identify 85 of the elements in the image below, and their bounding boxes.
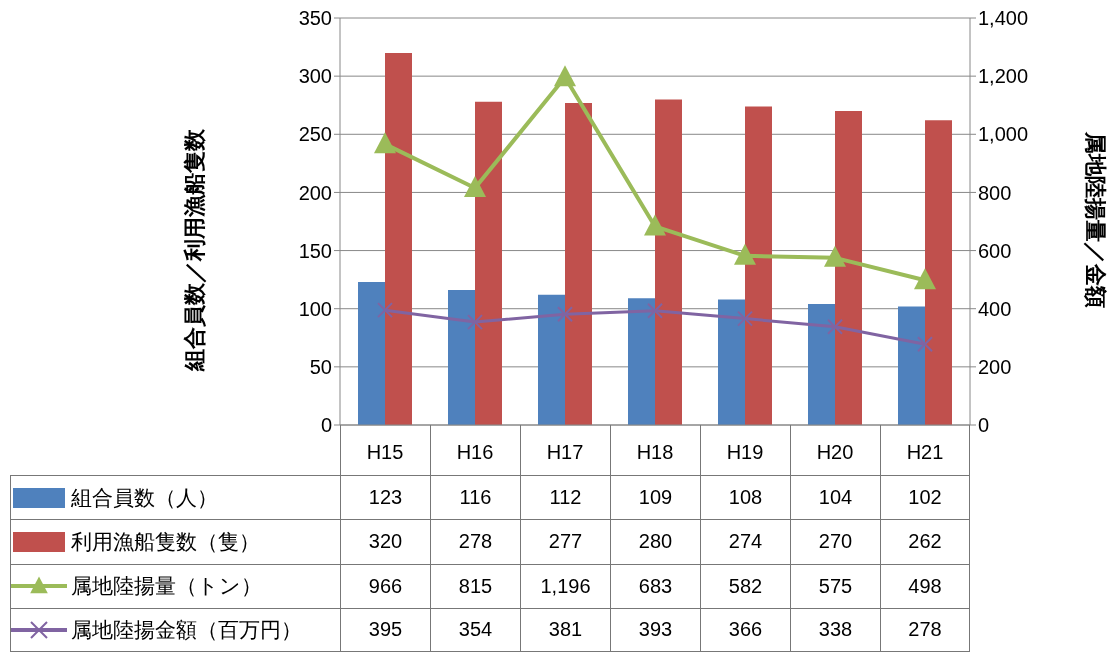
legend-label: 属地陸揚金額（百万円） [71, 616, 302, 643]
x-tick-label: H19 [726, 441, 764, 464]
data-label: 966 [340, 563, 430, 608]
x-tick-label: H17 [546, 441, 584, 464]
point [374, 132, 396, 154]
point [644, 214, 666, 236]
data-label: 123 [340, 475, 430, 520]
x-tick-label: H18 [636, 441, 674, 464]
data-label: 1,196 [520, 563, 610, 608]
data-label: 277 [520, 519, 610, 564]
legend-label: 組合員数（人） [71, 484, 218, 511]
data-label: 683 [610, 563, 700, 608]
data-label: 104 [790, 475, 880, 520]
data-label: 278 [880, 607, 970, 652]
bar [925, 120, 952, 425]
y2-tick-label: 0 [978, 414, 990, 437]
point [464, 176, 486, 198]
bar [745, 106, 772, 425]
y-tick-label: 100 [298, 297, 332, 320]
data-label: 381 [520, 607, 610, 652]
bar [718, 299, 745, 425]
bar [448, 290, 475, 425]
point [737, 310, 753, 327]
x-tick-label: H15 [366, 441, 404, 464]
data-label: 112 [520, 475, 610, 520]
x-tick-label: H21 [906, 441, 944, 464]
bar [358, 281, 385, 425]
data-label: 320 [340, 519, 430, 564]
y-tick-label: 50 [309, 355, 332, 378]
bar [808, 304, 835, 425]
data-label: 395 [340, 607, 430, 652]
data-label: 338 [790, 607, 880, 652]
y2-tick-label: 1,200 [978, 65, 1029, 88]
y2-tick-label: 400 [978, 297, 1012, 320]
bar [385, 52, 412, 425]
data-label: 102 [880, 475, 970, 520]
data-label: 354 [430, 607, 520, 652]
data-label: 393 [610, 607, 700, 652]
y-tick-label: 0 [320, 414, 332, 437]
y-tick-label: 200 [298, 181, 332, 204]
data-label: 815 [430, 563, 520, 608]
y2-axis-title: 属地陸揚量／金額 [1082, 132, 1109, 308]
point [914, 268, 936, 290]
y-tick-label: 350 [298, 7, 332, 30]
data-label: 278 [430, 519, 520, 564]
bar [538, 294, 565, 425]
point [554, 65, 576, 87]
data-label: 575 [790, 563, 880, 608]
point [827, 318, 843, 335]
bar [898, 306, 925, 425]
point [734, 243, 756, 265]
bar [628, 298, 655, 425]
legend-label: 利用漁船隻数（隻） [71, 528, 260, 555]
bar [565, 102, 592, 425]
y2-tick-label: 1,400 [978, 7, 1029, 30]
x-tick-label: H16 [456, 441, 494, 464]
legend-label: 属地陸揚量（トン） [71, 573, 262, 600]
data-label: 116 [430, 475, 520, 520]
y2-tick-label: 200 [978, 355, 1012, 378]
point [917, 336, 933, 353]
y2-tick-label: 800 [978, 181, 1012, 204]
y-tick-label: 250 [298, 123, 332, 146]
point [647, 302, 663, 319]
point [467, 314, 483, 331]
y-axis-title: 組合員数／利用漁船隻数 [181, 129, 208, 371]
y2-tick-label: 600 [978, 239, 1012, 262]
data-label: 270 [790, 519, 880, 564]
data-label: 582 [700, 563, 790, 608]
bar [835, 111, 862, 425]
data-label: 280 [610, 519, 700, 564]
bar [475, 101, 502, 425]
y-tick-label: 150 [298, 239, 332, 262]
point [557, 306, 573, 323]
data-label: 498 [880, 563, 970, 608]
point [377, 302, 393, 319]
data-label: 262 [880, 519, 970, 564]
y-tick-label: 300 [298, 65, 332, 88]
data-label: 109 [610, 475, 700, 520]
data-label: 274 [700, 519, 790, 564]
data-label: 366 [700, 607, 790, 652]
data-label: 108 [700, 475, 790, 520]
point [824, 245, 846, 267]
x-tick-label: H20 [816, 441, 854, 464]
bar [655, 99, 682, 425]
y2-tick-label: 1,000 [978, 123, 1029, 146]
